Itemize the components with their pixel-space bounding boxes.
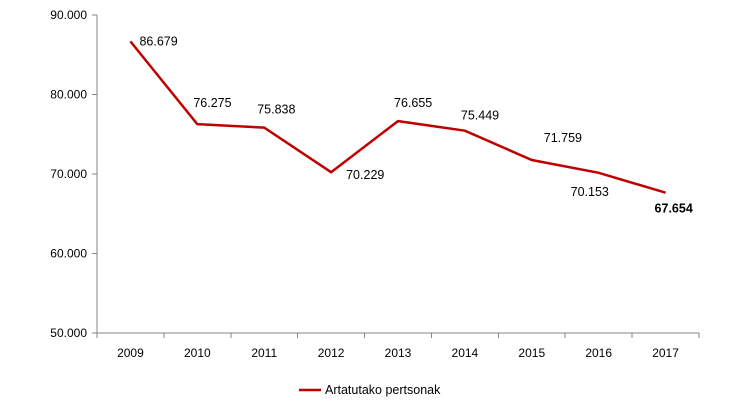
x-tick-label: 2013 [385, 346, 412, 360]
y-tick-label: 90.000 [50, 8, 87, 22]
y-tick-label: 70.000 [50, 167, 87, 181]
data-label: 70.229 [346, 168, 384, 182]
data-labels: 86.679 76.275 75.838 70.229 76.655 75.449 71.7… [139, 34, 692, 215]
x-tick-label: 2011 [251, 346, 277, 360]
legend-label: Artatutako pertsonak [325, 383, 441, 397]
y-tick-label: 60.000 [50, 247, 87, 261]
data-label: 75.449 [461, 109, 499, 123]
y-axis-ticks: 50.000 60.000 70.000 80.000 90.000 [50, 8, 97, 340]
x-tick-label: 2014 [452, 346, 479, 360]
data-label: 67.654 [655, 202, 693, 216]
x-tick-label: 2017 [652, 346, 679, 360]
x-tick-label: 2015 [518, 346, 545, 360]
y-tick-label: 80.000 [50, 88, 87, 102]
data-label: 76.275 [193, 96, 231, 110]
x-tick-label: 2009 [117, 346, 144, 360]
data-label: 70.153 [571, 185, 609, 199]
legend: Artatutako pertsonak [299, 383, 441, 397]
data-label: 75.838 [257, 103, 295, 117]
x-tick-label: 2012 [318, 346, 345, 360]
y-tick-label: 50.000 [50, 326, 87, 340]
axes [96, 15, 699, 334]
data-label: 86.679 [139, 34, 177, 48]
data-label: 76.655 [394, 96, 432, 110]
series-layer [129, 40, 666, 194]
x-tick-label: 2016 [585, 346, 612, 360]
data-label: 71.759 [544, 131, 582, 145]
series-line [129, 40, 666, 194]
x-tick-label: 2010 [184, 346, 211, 360]
x-axis-ticks: 2009 2010 2011 2012 2013 2014 2015 2016 2017 [96, 333, 700, 360]
